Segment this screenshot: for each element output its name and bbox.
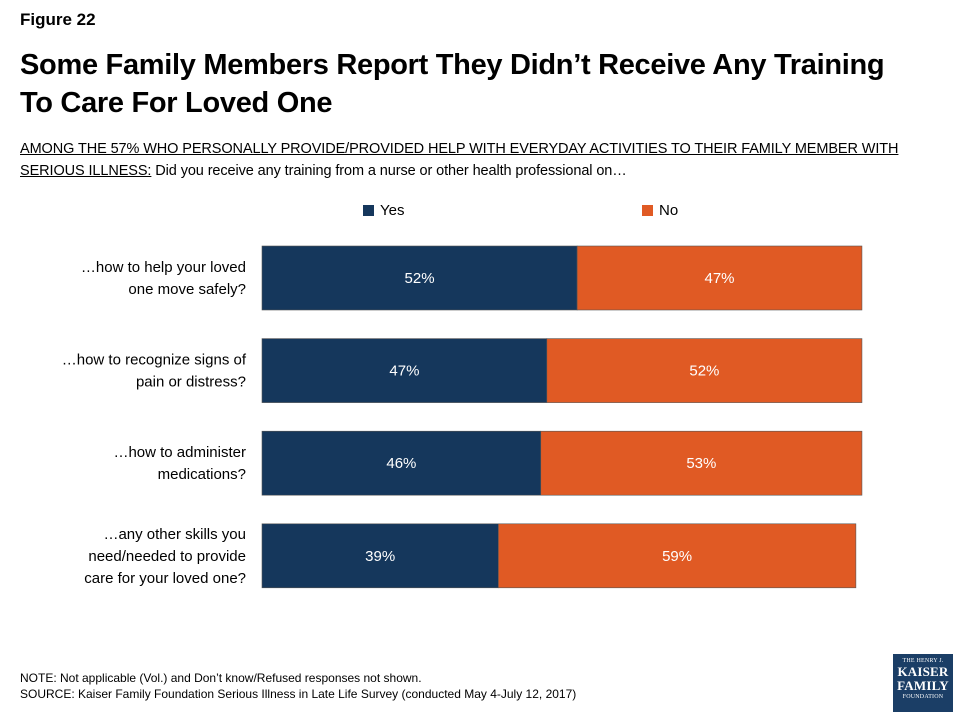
footer: NOTE: Not applicable (Vol.) and Don’t kn… <box>20 670 576 702</box>
chart-title: Some Family Members Report They Didn’t R… <box>20 46 950 122</box>
footer-source: SOURCE: Kaiser Family Foundation Serious… <box>20 687 577 701</box>
data-label-yes: 52% <box>405 270 435 287</box>
data-label-yes: 46% <box>386 455 416 472</box>
category-label: …any other skills you need/needed to prov… <box>84 526 246 587</box>
logo-line-3: FAMILY <box>897 678 949 693</box>
data-label-yes: 47% <box>389 363 419 380</box>
figure-label: Figure 22 <box>20 10 96 29</box>
bar-no <box>498 523 857 589</box>
logo-line-4: FOUNDATION <box>902 694 944 700</box>
bar-no <box>540 430 863 496</box>
legend-label-no: No <box>659 202 679 219</box>
subtitle-lead: AMONG THE 57% WHO PERSONALLY PROVIDE/PRO… <box>20 141 899 179</box>
subtitle-question: Did you receive any training from a nurs… <box>151 163 627 179</box>
bar-no <box>546 338 863 403</box>
category-label: …how to administer medications? <box>113 444 246 483</box>
stacked-bar-chart: …how to help your loved one move safely? 5… <box>62 245 863 589</box>
bar-no <box>576 245 863 311</box>
chart-title-line-2: To Care For Loved One <box>20 87 333 119</box>
category-label: …how to recognize signs of pain or distre… <box>62 352 247 391</box>
legend-item-no: No <box>642 202 678 219</box>
chart-title-line-1: Some Family Members Report They Didn’t R… <box>20 49 885 81</box>
legend-swatch-no <box>642 205 653 216</box>
logo-line-2: KAISER <box>897 664 949 679</box>
data-label-no: 52% <box>689 363 719 380</box>
legend-swatch-yes <box>363 205 374 216</box>
chart-subtitle: AMONG THE 57% WHO PERSONALLY PROVIDE/PRO… <box>20 138 940 182</box>
data-label-no: 47% <box>705 270 735 287</box>
legend-item-yes: Yes <box>363 202 404 219</box>
bar-yes <box>261 523 499 589</box>
legend-label-yes: Yes <box>380 202 405 219</box>
category-label: …how to help your loved one move safely? <box>81 259 246 298</box>
logo-line-1: THE HENRY J. <box>902 658 944 664</box>
kff-logo: THE HENRY J. KAISER FAMILY FOUNDATION <box>893 654 953 712</box>
bar-yes <box>261 245 578 311</box>
data-label-no: 59% <box>662 548 692 565</box>
bar-yes <box>261 430 542 496</box>
data-label-yes: 39% <box>365 548 395 565</box>
footer-note: NOTE: Not applicable (Vol.) and Don’t kn… <box>20 671 422 685</box>
data-label-no: 53% <box>686 455 716 472</box>
